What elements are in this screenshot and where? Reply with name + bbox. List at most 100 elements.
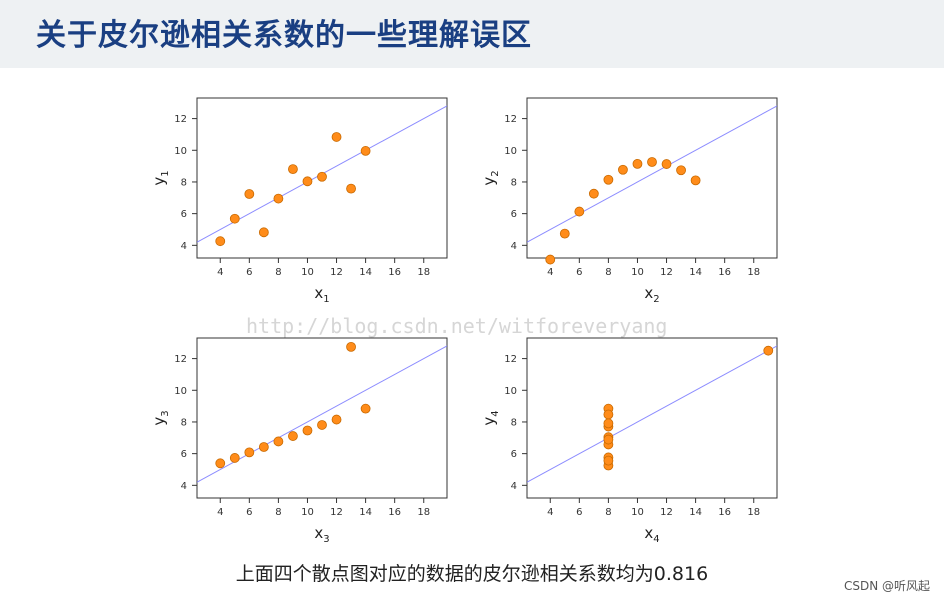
x-tick-label: 8 xyxy=(275,267,281,278)
y-tick-label: 8 xyxy=(511,417,517,428)
y-tick-label: 12 xyxy=(504,354,517,365)
y-tick-label: 4 xyxy=(511,241,517,252)
x-tick-label: 8 xyxy=(605,507,611,518)
x-tick-label: 14 xyxy=(689,507,702,518)
x-tick-label: 4 xyxy=(217,507,223,518)
x-tick-label: 16 xyxy=(388,507,401,518)
data-point xyxy=(661,159,672,169)
y-tick-label: 4 xyxy=(181,241,187,252)
x-tick-label: 6 xyxy=(246,507,252,518)
data-point xyxy=(317,420,327,430)
data-point xyxy=(545,254,556,265)
data-point xyxy=(258,227,269,238)
x-tick-label: 16 xyxy=(718,507,731,518)
x-tick-label: 14 xyxy=(689,267,702,278)
data-point xyxy=(690,175,701,186)
regression-line-2 xyxy=(527,105,777,243)
x-tick-label: 14 xyxy=(359,267,372,278)
data-point xyxy=(588,188,599,199)
data-point xyxy=(603,409,614,420)
x-tick-label: 16 xyxy=(388,267,401,278)
data-point xyxy=(676,165,686,176)
x-tick-label: 18 xyxy=(747,507,760,518)
y-tick-label: 8 xyxy=(181,177,187,188)
data-point xyxy=(559,228,570,239)
plot-frame xyxy=(526,337,778,499)
x-tick-label: 6 xyxy=(576,507,582,518)
x-axis-label: x3 xyxy=(314,524,329,545)
y-tick-label: 10 xyxy=(504,386,517,397)
data-point xyxy=(647,157,657,167)
x-tick-label: 18 xyxy=(747,267,760,278)
data-point xyxy=(244,189,255,199)
data-point xyxy=(302,176,313,187)
y-tick-label: 10 xyxy=(174,386,187,397)
data-point xyxy=(346,183,356,194)
x-tick-label: 18 xyxy=(417,267,430,278)
x-tick-label: 12 xyxy=(330,507,343,518)
data-point xyxy=(288,164,298,175)
x-axis-label: x4 xyxy=(644,524,659,545)
regression-line-4 xyxy=(527,345,777,483)
data-point xyxy=(317,171,327,182)
data-point xyxy=(215,236,226,247)
title-bar: 关于皮尔逊相关系数的一些理解误区 xyxy=(0,0,944,68)
data-point xyxy=(603,418,614,429)
scatter-panel-3: 4 6 8 10 12 14 16 18 4 6 8 10 12 x3 y3 xyxy=(150,335,450,545)
page-title: 关于皮尔逊相关系数的一些理解误区 xyxy=(36,18,532,53)
x-tick-label: 16 xyxy=(718,267,731,278)
data-point xyxy=(346,341,356,352)
data-point xyxy=(244,447,255,458)
x-tick-label: 8 xyxy=(275,507,281,518)
y-tick-label: 12 xyxy=(504,114,517,125)
data-point xyxy=(618,164,628,175)
y-tick-label: 6 xyxy=(511,209,517,220)
x-tick-label: 6 xyxy=(246,267,252,278)
data-point xyxy=(331,132,342,142)
x-axis-label: x1 xyxy=(314,284,329,305)
data-point xyxy=(229,213,240,224)
y-tick-label: 12 xyxy=(174,114,187,125)
y-axis-label: y2 xyxy=(480,170,501,185)
x-tick-label: 10 xyxy=(631,507,644,518)
data-point xyxy=(288,431,298,441)
x-tick-label: 10 xyxy=(301,507,314,518)
y-tick-label: 12 xyxy=(174,354,187,365)
y-tick-label: 4 xyxy=(511,481,517,492)
y-tick-label: 6 xyxy=(511,449,517,460)
x-tick-label: 10 xyxy=(631,267,644,278)
x-tick-label: 4 xyxy=(217,267,223,278)
y-tick-label: 8 xyxy=(181,417,187,428)
data-point xyxy=(603,455,614,466)
plot-frame xyxy=(196,337,448,499)
data-point xyxy=(632,159,643,169)
x-tick-label: 4 xyxy=(547,507,553,518)
x-tick-label: 14 xyxy=(359,507,372,518)
x-tick-label: 4 xyxy=(547,267,553,278)
y-tick-label: 10 xyxy=(504,146,517,157)
x-tick-label: 8 xyxy=(605,267,611,278)
credit-text: CSDN @听风起 xyxy=(843,579,930,593)
x-tick-label: 12 xyxy=(330,267,343,278)
y-tick-label: 8 xyxy=(511,177,517,188)
x-tick-label: 10 xyxy=(301,267,314,278)
data-point xyxy=(603,174,614,185)
y-axis-label: y4 xyxy=(480,410,501,425)
data-point xyxy=(331,414,342,425)
data-point xyxy=(360,146,371,156)
y-tick-label: 6 xyxy=(181,209,187,220)
x-tick-label: 6 xyxy=(576,267,582,278)
plot-frame xyxy=(526,97,778,259)
data-point xyxy=(574,206,585,217)
figure-caption: 上面四个散点图对应的数据的皮尔逊相关系数均为0.816 xyxy=(235,563,709,585)
plot-frame xyxy=(196,97,448,259)
data-point xyxy=(360,403,371,414)
scatter-panel-1: 4 6 8 10 12 14 16 18 4 6 8 10 12 x1 y1 xyxy=(150,95,450,305)
data-point xyxy=(258,442,269,452)
watermark-url: http://blog.csdn.net/witforeveryang xyxy=(246,314,668,338)
data-point xyxy=(229,453,240,463)
